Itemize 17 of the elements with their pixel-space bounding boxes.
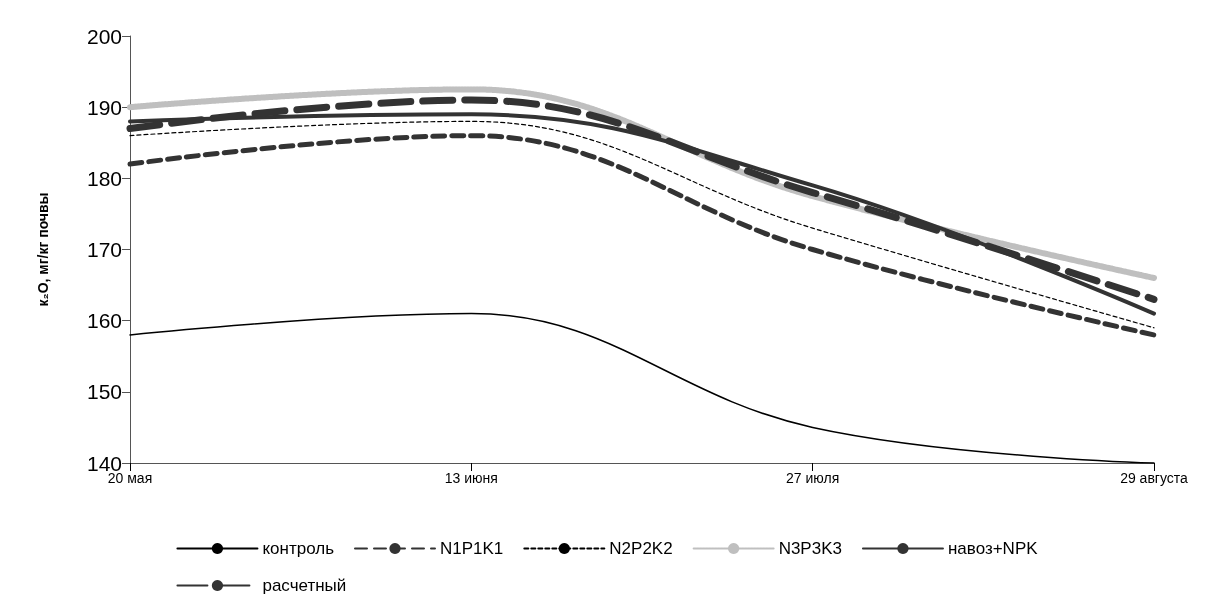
y-axis-title: к₂O, мг/кг почвы bbox=[35, 192, 51, 307]
legend-label: навоз+NPK bbox=[947, 539, 1039, 558]
legend-label: расчетный bbox=[262, 576, 347, 595]
legend-label: контроль bbox=[262, 539, 335, 558]
x-tick-label: 29 августа bbox=[1120, 470, 1189, 486]
x-tick-label: 27 июля bbox=[786, 470, 840, 486]
legend-label: N3P3K3 bbox=[778, 539, 842, 558]
x-tick-label: 20 мая bbox=[107, 470, 153, 486]
y-tick-label: 200 bbox=[86, 24, 122, 48]
y-tick-label: 150 bbox=[86, 380, 122, 404]
y-tick-label: 190 bbox=[86, 95, 122, 119]
y-tick-label: 160 bbox=[86, 309, 122, 333]
y-tick-label: 180 bbox=[86, 166, 122, 190]
legend-label: N1P1K1 bbox=[440, 539, 504, 558]
x-tick-label: 13 июня bbox=[444, 470, 498, 486]
legend-label: N2P2K2 bbox=[609, 539, 673, 558]
y-tick-label: 170 bbox=[86, 238, 122, 261]
